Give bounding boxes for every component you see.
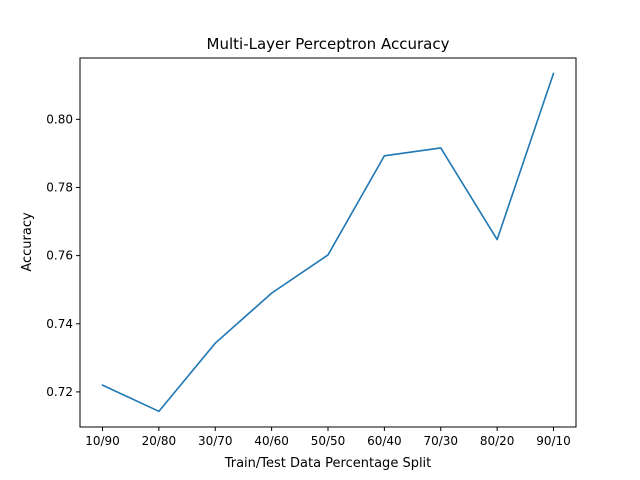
- x-tick-label: 70/30: [423, 434, 458, 448]
- axes-frame: [79, 57, 577, 428]
- x-tick-label: 90/10: [536, 434, 571, 448]
- x-tick-label: 60/40: [367, 434, 402, 448]
- y-tick-label: 0.78: [46, 180, 73, 194]
- x-axis-label: Train/Test Data Percentage Split: [224, 456, 432, 471]
- x-tick-label: 80/20: [480, 434, 515, 448]
- y-axis: 0.72 0.74 0.76 0.78 0.80: [46, 112, 80, 399]
- x-tick-label: 40/60: [254, 434, 289, 448]
- x-tick-label: 10/90: [85, 434, 120, 448]
- y-tick-label: 0.80: [46, 112, 73, 126]
- y-tick-label: 0.72: [46, 385, 73, 399]
- x-axis: 10/90 20/80 30/70 40/60 50/50 60/40 70/30 80/20…: [85, 427, 571, 448]
- y-axis-label: Accuracy: [20, 212, 35, 272]
- series-layer: [101, 72, 555, 413]
- chart-title: Multi-Layer Perceptron Accuracy: [207, 35, 450, 53]
- series-line: [101, 72, 555, 413]
- plot-area: 10/90 20/80 30/70 40/60 50/50 60/40 70/30 80/20…: [46, 57, 577, 448]
- y-tick-label: 0.76: [46, 249, 73, 263]
- x-tick-label: 20/80: [142, 434, 177, 448]
- y-tick-label: 0.74: [46, 317, 73, 331]
- x-tick-label: 30/70: [198, 434, 233, 448]
- x-tick-label: 50/50: [311, 434, 346, 448]
